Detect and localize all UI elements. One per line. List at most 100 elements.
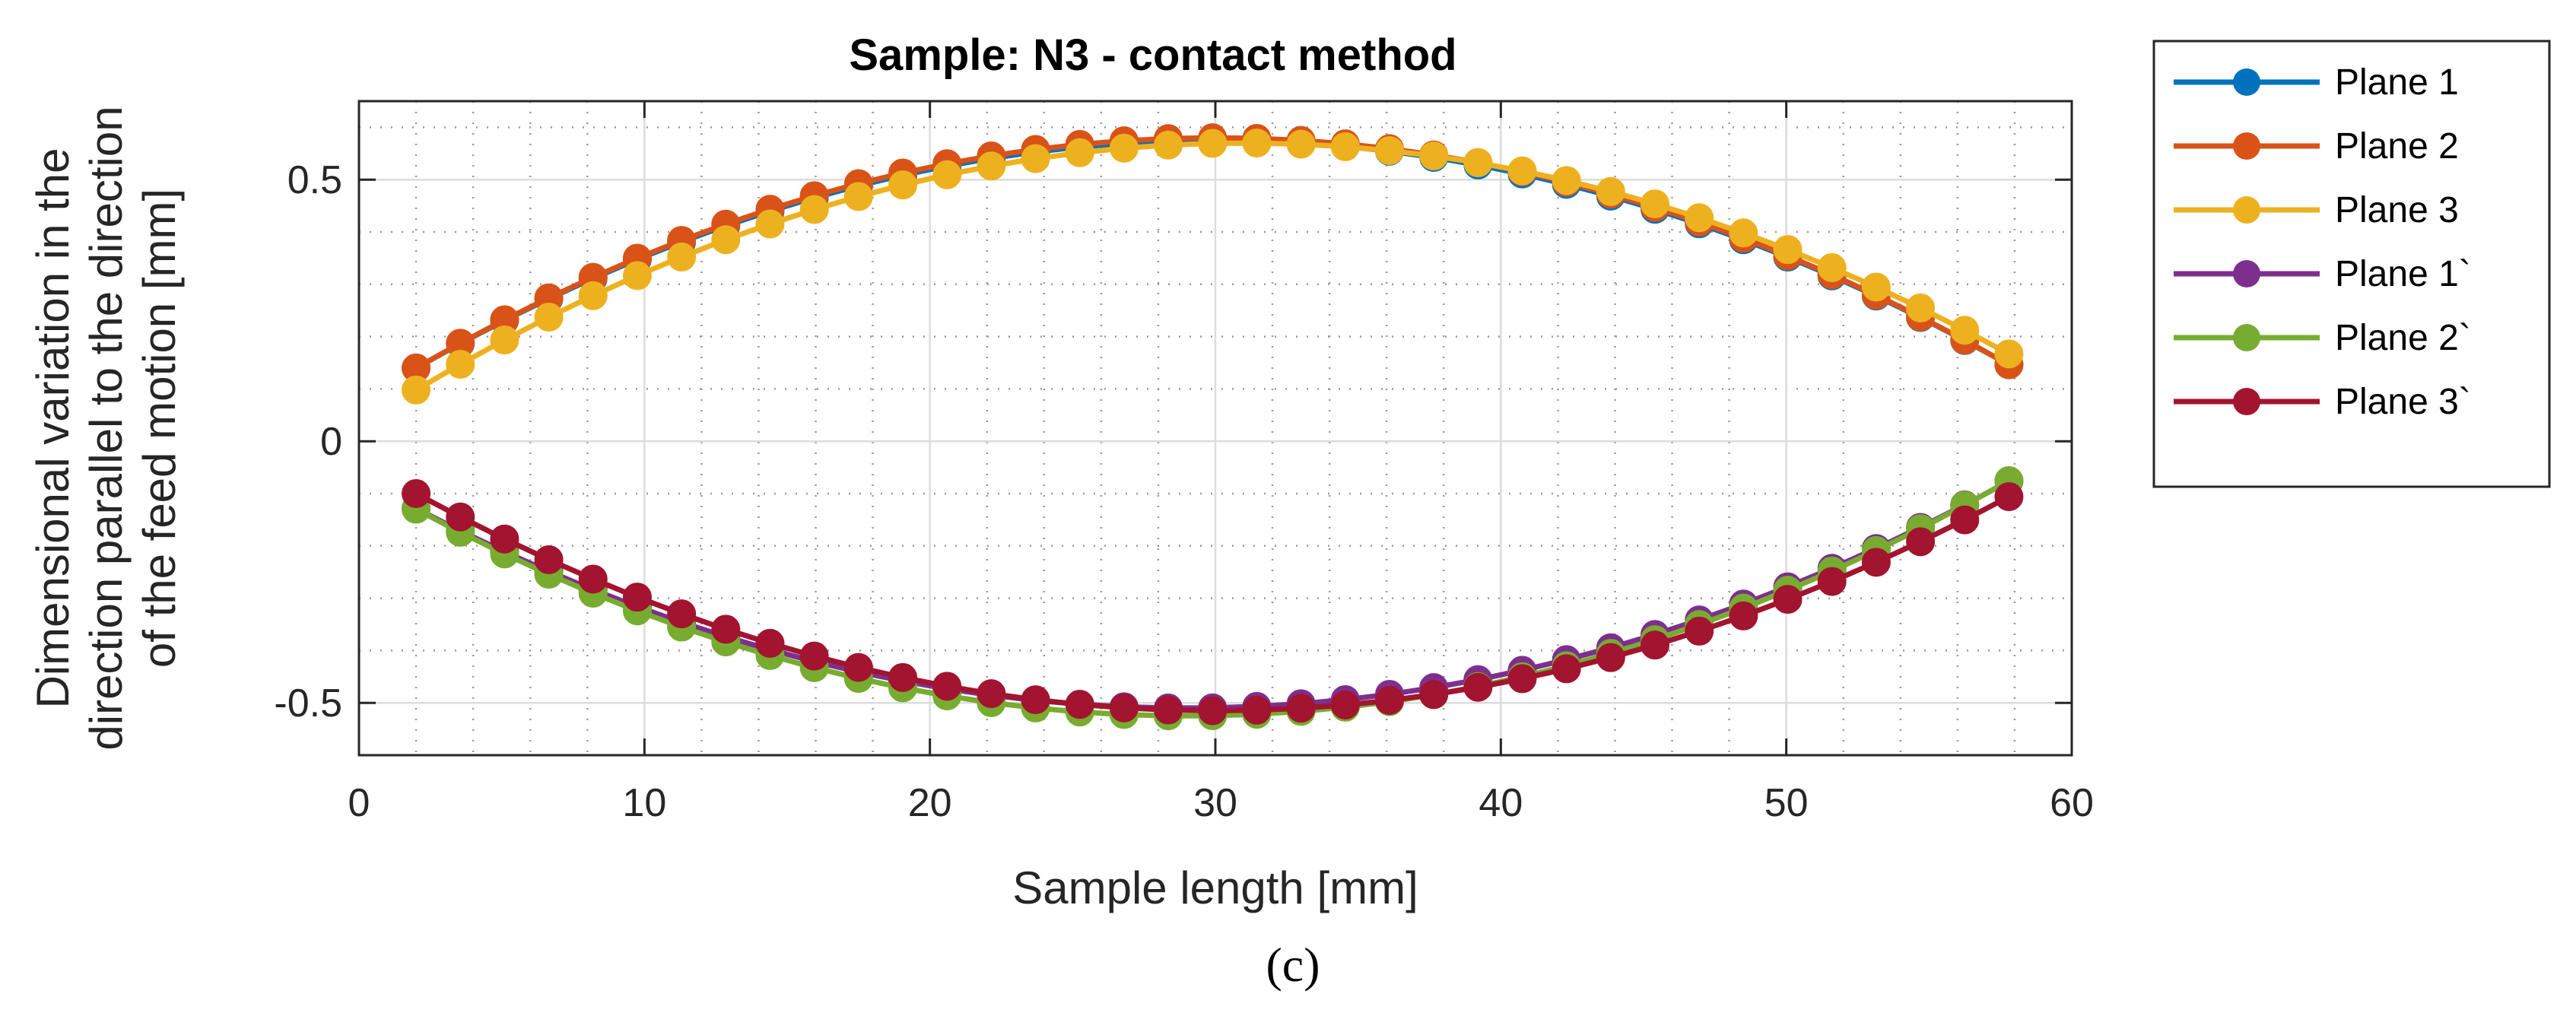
y-axis-label: direction parallel to the direction (81, 106, 132, 750)
data-point (1861, 272, 1891, 302)
x-tick-label: 40 (1479, 781, 1523, 825)
data-point (1198, 696, 1228, 726)
data-point (1419, 680, 1449, 710)
x-tick-label: 20 (908, 781, 952, 825)
data-point (1242, 129, 1272, 158)
data-point (1552, 166, 1581, 195)
data-point (1994, 482, 2024, 512)
data-point (1065, 690, 1094, 719)
data-point (1507, 156, 1537, 186)
data-point (622, 583, 652, 612)
data-point (490, 524, 519, 554)
y-tick-label: 0 (320, 420, 342, 464)
data-point (1552, 654, 1581, 684)
data-point (1463, 148, 1493, 178)
data-point (1729, 218, 1758, 248)
y-axis-label: Dimensional variation in the (27, 148, 78, 708)
data-point (490, 325, 519, 355)
data-point (1596, 643, 1625, 672)
data-point (1286, 129, 1316, 159)
series-plane-3- (402, 479, 2024, 726)
ticks: 0 10 20 30 40 50 60 -0.5 0 0.5 (274, 101, 2094, 825)
plot-area: 0 10 20 30 40 50 60 -0.5 0 0.5 (274, 100, 2094, 825)
data-point (977, 679, 1006, 709)
data-point (799, 641, 829, 671)
legend-entry: Plane 1` (2174, 254, 2471, 294)
legend-label: Plane 3` (2335, 382, 2471, 422)
x-tick-label: 60 (2050, 781, 2094, 825)
x-tick-label: 0 (348, 781, 370, 825)
data-point (402, 479, 431, 508)
y-tick-label: 0.5 (287, 158, 342, 202)
legend-entry: Plane 1 (2174, 62, 2459, 103)
legend-marker (2233, 260, 2260, 287)
data-point (1641, 630, 1670, 660)
data-point (932, 160, 962, 189)
data-point (888, 662, 918, 692)
data-point (1374, 136, 1404, 166)
legend-marker (2233, 388, 2260, 415)
data-point (402, 375, 431, 405)
y-axis-label-line-1: Dimensional variation in the (27, 148, 78, 708)
data-point (888, 170, 918, 200)
data-point (1773, 235, 1803, 265)
data-point (1109, 133, 1139, 163)
legend-marker (2233, 68, 2260, 96)
panel-label: (c) (1266, 938, 1320, 992)
data-point (1109, 693, 1139, 722)
data-point (755, 209, 785, 239)
chart-title: Sample: N3 - contact method (849, 30, 1456, 80)
data-point (1463, 672, 1493, 702)
data-point (1065, 138, 1094, 167)
data-point (932, 672, 962, 701)
y-axis-label-line-2: direction parallel to the direction (81, 106, 132, 750)
x-tick-label: 10 (622, 781, 666, 825)
data-point (843, 653, 873, 682)
y-axis-label-line-3: of the feed motion [mm] (134, 189, 185, 668)
data-point (711, 225, 741, 255)
data-point (446, 502, 475, 532)
data-point (622, 261, 652, 291)
data-point (1374, 685, 1404, 715)
data-point (446, 349, 475, 379)
data-point (1906, 527, 1936, 557)
data-point (1596, 176, 1625, 206)
data-point (578, 281, 608, 310)
x-tick-label: 30 (1193, 781, 1237, 825)
data-point (1685, 203, 1714, 233)
data-point (1198, 129, 1228, 158)
data-point (1906, 293, 1936, 322)
data-point (1950, 505, 1980, 535)
data-point (1817, 252, 1847, 282)
data-point (1773, 585, 1803, 614)
legend: Plane 1 Plane 2 Plane 3 Plane 1` Plane 2` Pla… (2152, 40, 2551, 488)
data-point (667, 242, 697, 272)
data-point (1994, 339, 2024, 369)
legend-label: Plane 2` (2335, 318, 2471, 358)
data-point (1419, 141, 1449, 171)
legend-box (2152, 40, 2551, 488)
legend-marker (2233, 132, 2260, 160)
data-point (1154, 695, 1183, 725)
data-point (1330, 690, 1360, 719)
legend-entry: Plane 2` (2174, 318, 2471, 358)
x-tick-label: 50 (1764, 781, 1809, 825)
data-point (1685, 616, 1714, 646)
data-point (534, 302, 564, 332)
data-point (1817, 567, 1847, 596)
data-point (1021, 685, 1050, 715)
data-point (799, 195, 829, 224)
legend-label: Plane 3 (2335, 190, 2459, 230)
legend-entry: Plane 2 (2174, 126, 2459, 167)
legend-entry: Plane 3` (2174, 382, 2471, 422)
legend-label: Plane 1 (2335, 62, 2459, 103)
data-point (1507, 664, 1537, 694)
y-tick-label: -0.5 (274, 681, 342, 726)
legend-label: Plane 1` (2335, 254, 2471, 294)
data-point (667, 599, 697, 629)
data-point (1021, 144, 1050, 173)
data-point (1330, 132, 1360, 161)
series-layer (402, 123, 2024, 731)
y-axis-label: of the feed motion [mm] (134, 189, 185, 668)
